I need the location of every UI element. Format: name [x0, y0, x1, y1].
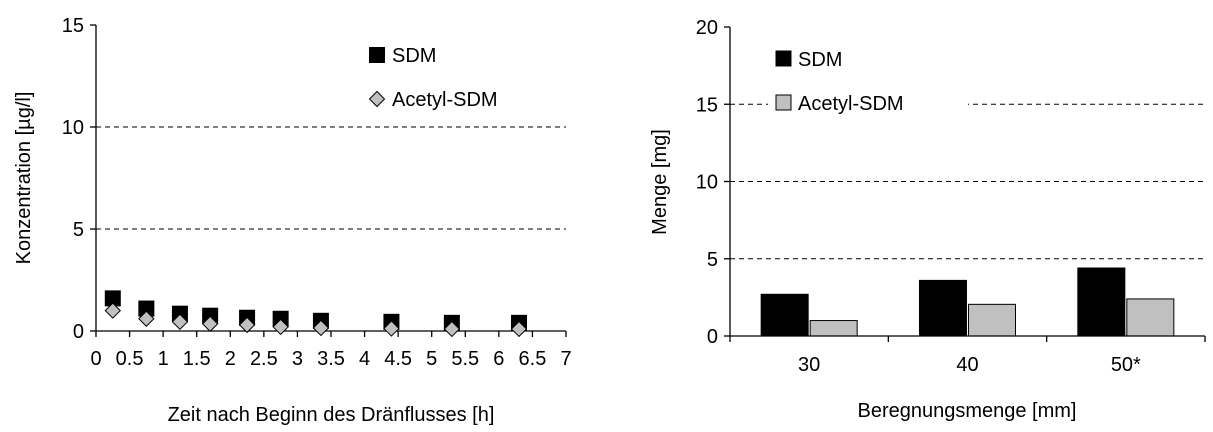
acetyl-sdm-bar	[1126, 298, 1175, 337]
sdm-bar	[760, 293, 809, 337]
x-axis-title: Beregnungsmenge [mm]	[857, 400, 1076, 422]
acetyl-sdm-point	[104, 302, 121, 319]
x-tick-label: 6	[493, 348, 504, 370]
x-tick-label: 3.5	[317, 348, 345, 370]
acetyl-sdm-point	[443, 320, 461, 338]
x-tick-label: 0.5	[116, 348, 144, 370]
acetyl-sdm-point	[312, 319, 330, 337]
x-tick-label: 1	[158, 348, 169, 370]
x-tick-label: 2.5	[250, 348, 278, 370]
x-tick-label: 3	[292, 348, 303, 370]
y-tick-label: 15	[696, 94, 718, 116]
concentration-scatter-chart: 0 5 10 15 0 0.5 1 1.5 2 2.5 3 3.5 4 4.5 5 5.5 6 6.5 7 Zeit …	[13, 15, 572, 426]
y-tick-label: 15	[62, 15, 84, 37]
x-tick-label: 0	[90, 348, 101, 370]
x-tick-label: 1.5	[183, 348, 211, 370]
acetyl-sdm-point	[238, 316, 256, 334]
acetyl-sdm-point	[383, 320, 400, 337]
legend-sdm-label: SDM	[798, 49, 842, 71]
y-tick-label: 0	[73, 321, 84, 343]
legend-sdm-label: SDM	[392, 45, 436, 67]
x-tick-label: 4	[359, 348, 370, 370]
y-axis-title: Konzentration [µg/l]	[13, 92, 35, 265]
acetyl-sdm-point	[138, 310, 155, 327]
y-tick-label: 10	[62, 117, 84, 139]
x-axis-title: Zeit nach Beginn des Dränflusses [h]	[168, 404, 495, 426]
legend-acetyl-sdm-label: Acetyl-SDM	[392, 89, 498, 111]
acetyl-sdm-bar	[968, 303, 1016, 337]
y-tick-label: 20	[696, 17, 718, 39]
x-tick-label: 5	[426, 348, 437, 370]
x-tick-label: 5.5	[451, 348, 479, 370]
legend-acetyl-sdm-marker	[368, 90, 386, 108]
x-tick-label: 30	[798, 354, 820, 376]
legend-sdm-swatch	[775, 50, 792, 67]
legend-background	[768, 40, 968, 148]
acetyl-sdm-point	[201, 315, 219, 333]
y-tick-label: 0	[707, 326, 718, 348]
legend-acetyl-sdm-label: Acetyl-SDM	[798, 93, 904, 115]
y-axis-title: Menge [mg]	[649, 129, 671, 235]
acetyl-sdm-bar	[809, 320, 858, 337]
sdm-bar	[919, 279, 967, 337]
x-tick-label: 40	[956, 354, 978, 376]
amount-bar-chart: SDM Acetyl-SDM 30 40 50* 0 5 10 15 20 Beregnungsme…	[649, 17, 1206, 422]
y-tick-label: 10	[696, 172, 718, 194]
x-tick-label: 4.5	[384, 348, 412, 370]
x-tick-label: 50*	[1111, 354, 1141, 376]
y-tick-label: 5	[707, 249, 718, 271]
legend-sdm-marker	[369, 47, 385, 63]
sdm-bar	[1077, 267, 1126, 337]
acetyl-sdm-point	[510, 320, 528, 338]
x-tick-label: 6.5	[519, 348, 547, 370]
acetyl-sdm-point	[272, 318, 289, 336]
legend-acetyl-sdm-swatch	[775, 94, 792, 111]
acetyl-sdm-point	[171, 313, 189, 331]
x-tick-label: 7	[560, 348, 571, 370]
x-tick-label: 2	[225, 348, 236, 370]
y-tick-label: 5	[73, 219, 84, 241]
